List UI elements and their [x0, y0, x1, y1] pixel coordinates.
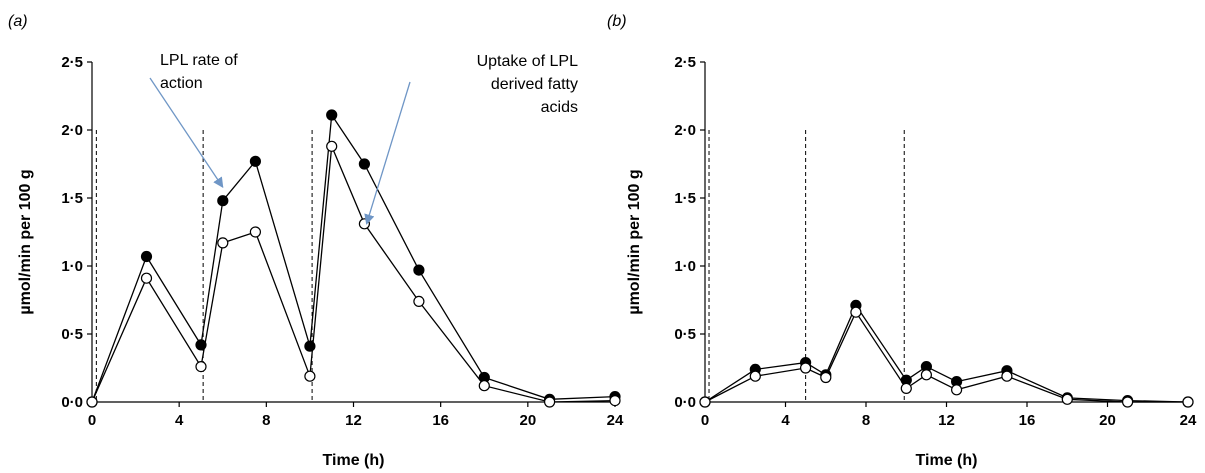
panel-label: (b)	[607, 13, 627, 30]
data-point-open	[1121, 396, 1134, 408]
annotation-arrow	[149, 77, 224, 188]
data-point-open	[920, 369, 933, 381]
annotation-line: action	[160, 75, 203, 92]
data-point-open	[799, 362, 812, 374]
data-point-open	[217, 237, 229, 249]
x-tick-label: 24	[607, 412, 624, 429]
data-point-open	[413, 295, 425, 307]
data-point-open	[326, 140, 338, 152]
series-line-open	[704, 310, 1188, 403]
series-line-filled	[704, 304, 1189, 403]
x-axis-title: Time (h)	[916, 452, 978, 469]
x-tick-label: 24	[1180, 412, 1197, 429]
data-point-open	[543, 396, 556, 408]
x-tick-label: 16	[432, 412, 449, 429]
y-tick-label: 2·5	[61, 54, 83, 71]
y-tick-label: 1·5	[674, 190, 696, 207]
data-point-open	[749, 370, 761, 382]
x-tick-label: 20	[519, 412, 536, 429]
data-point-open	[249, 226, 261, 238]
y-tick-label: 0·0	[61, 394, 83, 411]
x-tick-label: 16	[1019, 412, 1036, 429]
data-point-open	[850, 306, 862, 318]
x-tick-label: 4	[175, 412, 184, 429]
data-point-filled	[195, 339, 207, 351]
annotation-text: Uptake of LPL derived fatty acids	[477, 53, 579, 116]
x-tick-label: 0	[88, 412, 96, 429]
y-tick-label: 0·0	[674, 394, 696, 411]
data-point-open	[1061, 393, 1073, 405]
panel-label: (a)	[8, 13, 28, 30]
y-tick-label: 1·0	[674, 258, 696, 275]
annotation-text: LPL rate of action	[160, 52, 238, 92]
series-line-filled	[91, 113, 616, 403]
y-tick-label: 2·0	[674, 122, 696, 139]
y-tick-label: 0·5	[61, 326, 83, 343]
data-point-filled	[249, 155, 261, 167]
data-point-open	[609, 395, 621, 407]
x-tick-label: 20	[1099, 412, 1116, 429]
data-point-filled	[413, 264, 425, 276]
data-point-open	[195, 361, 207, 373]
data-point-open	[140, 272, 153, 284]
y-tick-label: 1·0	[61, 258, 83, 275]
data-point-open	[1182, 396, 1194, 408]
data-point-open	[900, 382, 912, 394]
data-point-open	[699, 396, 711, 408]
annotation-arrow	[364, 81, 411, 225]
annotation-line: LPL rate of	[160, 52, 238, 69]
data-point-filled	[217, 195, 229, 207]
y-tick-label: 0·5	[674, 326, 696, 343]
data-point-filled	[358, 158, 370, 170]
x-tick-label: 8	[262, 412, 270, 429]
annotation-line: derived fatty	[491, 76, 578, 93]
data-point-open	[1001, 370, 1013, 382]
data-point-open	[820, 371, 832, 384]
annotation-line: Uptake of LPL	[477, 53, 579, 70]
series-line-open	[91, 146, 616, 403]
data-point-filled	[326, 109, 338, 121]
x-axis-title: Time (h)	[323, 452, 385, 469]
x-tick-label: 0	[701, 412, 709, 429]
data-point-filled	[140, 250, 153, 263]
y-tick-label: 2·5	[674, 54, 696, 71]
data-point-open	[950, 384, 963, 396]
y-axis-title: µmol/min per 100 g	[17, 169, 34, 314]
x-tick-label: 12	[938, 412, 955, 429]
data-point-filled	[304, 340, 316, 352]
chart-panel-b: (b) 0·0 0·5 1·0 1·5 2·0 2·5 0 4 8 12 16 20 24 Time (h)…	[607, 13, 1197, 469]
data-point-open	[86, 396, 98, 408]
chart-panel-a: (a) 0·0 0·5 1·0 1·5 2·0 2·5 0 4 8 12 16 20 24 Time (h)…	[8, 13, 624, 469]
x-tick-label: 12	[345, 412, 362, 429]
x-tick-label: 8	[862, 412, 870, 429]
y-axis-title: µmol/min per 100 g	[626, 169, 643, 314]
data-point-open	[304, 370, 316, 382]
annotation-line: acids	[541, 99, 578, 116]
y-tick-label: 2·0	[61, 122, 83, 139]
x-tick-label: 4	[781, 412, 790, 429]
data-point-open	[478, 380, 490, 392]
y-tick-label: 1·5	[61, 190, 83, 207]
